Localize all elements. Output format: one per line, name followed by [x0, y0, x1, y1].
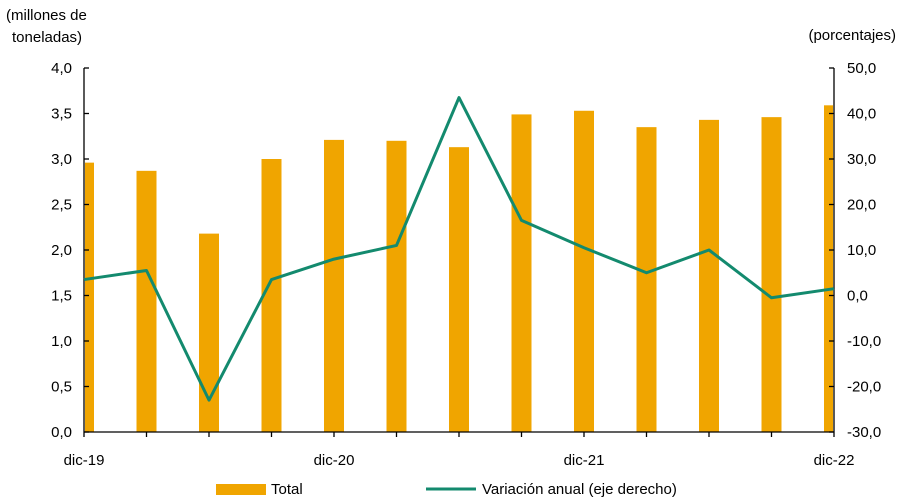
legend: Total Variación anual (eje derecho) — [216, 481, 677, 498]
bar — [386, 140, 407, 433]
left-axis-label-line: toneladas) — [12, 29, 82, 46]
x-tick-label: dic-22 — [814, 452, 855, 469]
bar — [824, 105, 833, 432]
right-tick-label: 0,0 — [847, 288, 868, 305]
left-tick-label: 0,0 — [51, 424, 72, 441]
bar — [85, 162, 94, 432]
right-tick-label: -20,0 — [847, 379, 881, 396]
left-tick-label: 2,0 — [51, 242, 72, 259]
bar — [449, 147, 469, 433]
bar — [636, 127, 657, 433]
left-tick-label: 1,5 — [51, 288, 72, 305]
left-tick-label: 2,5 — [51, 197, 72, 214]
right-tick-label: 10,0 — [847, 242, 876, 259]
left-tick-label: 4,0 — [51, 60, 72, 77]
right-tick-label: 30,0 — [847, 151, 876, 168]
left-tick-label: 0,5 — [51, 379, 72, 396]
axes: 0,0 -30,0 0,5 -20,0 1,0 -10,0 1,5 0,0 2,0 10,0 2,5… — [51, 60, 881, 469]
bar — [136, 170, 157, 432]
legend-label-total: Total — [271, 481, 303, 498]
legend-swatch-total — [216, 484, 266, 495]
left-axis-label: (millones de toneladas) — [6, 7, 87, 46]
right-tick-label: -10,0 — [847, 333, 881, 350]
left-tick-label: 3,0 — [51, 151, 72, 168]
bar — [761, 117, 782, 432]
bar — [324, 139, 344, 432]
right-tick-label: 50,0 — [847, 60, 876, 77]
bar — [261, 159, 282, 432]
right-tick-label: 20,0 — [847, 197, 876, 214]
x-tick-label: dic-21 — [564, 452, 605, 469]
left-axis-label-line: (millones de — [6, 7, 87, 24]
bar — [511, 114, 532, 432]
bar — [574, 110, 594, 433]
legend-label-variation: Variación anual (eje derecho) — [482, 481, 677, 498]
left-tick-label: 1,0 — [51, 333, 72, 350]
left-tick-label: 3,5 — [51, 106, 72, 123]
line-series — [83, 96, 835, 402]
x-tick-label: dic-20 — [314, 452, 355, 469]
bar — [699, 119, 719, 433]
right-axis-label: (porcentajes) — [808, 27, 896, 44]
bar-series — [85, 105, 833, 433]
x-tick-label: dic-19 — [64, 452, 105, 469]
right-tick-label: 40,0 — [847, 106, 876, 123]
bar — [199, 233, 219, 432]
right-tick-label: -30,0 — [847, 424, 881, 441]
